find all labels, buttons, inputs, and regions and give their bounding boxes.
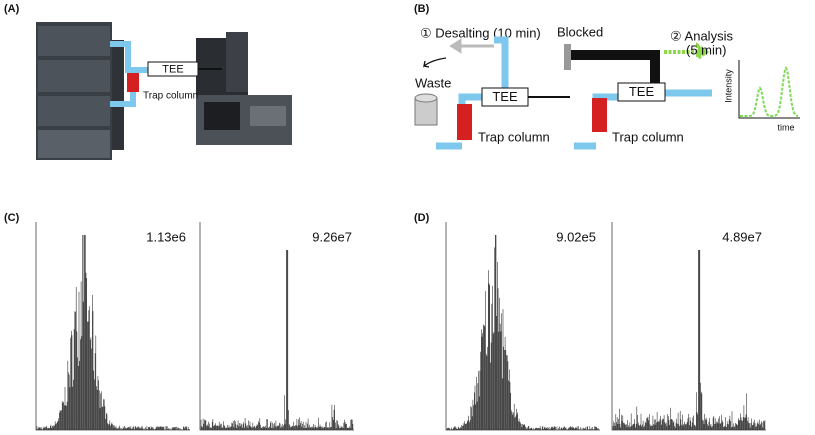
tee-box	[147, 61, 199, 77]
trap-column	[127, 73, 139, 92]
analysis-label: ② Analysis	[670, 28, 733, 43]
intensity-label: 9.02e5	[556, 229, 596, 244]
panel-label: (D)	[414, 212, 430, 224]
panel-label: (A)	[4, 3, 20, 15]
tee-label: TEE	[492, 89, 518, 104]
panel-label: (B)	[414, 3, 430, 15]
spectrum-trace	[200, 250, 354, 430]
lc-instrument	[36, 22, 292, 160]
spectrum-trace	[36, 235, 190, 430]
intensity-label: 1.13e6	[146, 229, 186, 244]
step-label: ① Desalting (10 min)	[420, 25, 541, 40]
chromatogram	[738, 60, 800, 119]
blocked-plug	[564, 44, 571, 70]
spectrum-axes	[445, 222, 600, 431]
tee-box	[617, 82, 666, 102]
tee-label: TEE	[629, 84, 655, 99]
spectrum-trace	[446, 235, 600, 430]
intensity-label: 9.26e7	[312, 229, 352, 244]
x-axis-label: time	[777, 122, 794, 132]
blocked-label: Blocked	[557, 24, 603, 39]
trap-column	[592, 98, 607, 132]
waste-container	[414, 93, 438, 126]
analysis-label: (5 min)	[686, 42, 726, 57]
tee-label: TEE	[162, 63, 183, 75]
waste-label: Waste	[415, 75, 451, 90]
trap-column	[457, 104, 472, 140]
y-axis-label: Intensity	[723, 69, 733, 103]
trap-label: Trap column	[143, 91, 198, 102]
intensity-label: 4.89e7	[722, 229, 762, 244]
spectrum-trace	[612, 250, 766, 430]
tubing	[110, 41, 148, 107]
spectrum-axes	[611, 222, 766, 431]
trap-label: Trap column	[478, 129, 550, 144]
spectrum-axes	[199, 222, 354, 431]
panel-label: (C)	[4, 212, 20, 224]
flow-arrow	[449, 38, 494, 54]
spectra	[35, 222, 766, 431]
analysis-arrow	[664, 42, 710, 62]
waste-arrow	[423, 57, 447, 68]
tubing-blocked	[571, 50, 660, 84]
trap-label: Trap column	[612, 129, 684, 144]
spectrum-axes	[35, 222, 190, 431]
